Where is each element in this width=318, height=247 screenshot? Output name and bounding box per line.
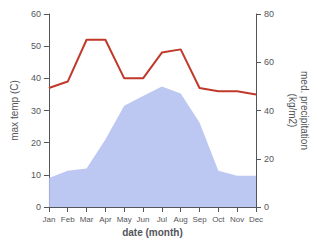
svg-text:Nov: Nov [230,215,244,224]
svg-text:Sep: Sep [192,215,207,224]
svg-text:50: 50 [31,41,41,51]
svg-text:Mar: Mar [80,215,94,224]
svg-text:Jan: Jan [42,215,55,224]
svg-text:(kg/m2): (kg/m2) [287,94,298,128]
svg-text:Oct: Oct [212,215,225,224]
svg-text:max temp (C): max temp (C) [9,80,20,141]
svg-text:10: 10 [31,170,41,180]
svg-text:60: 60 [31,9,41,19]
svg-text:30: 30 [31,106,41,116]
svg-text:20: 20 [31,138,41,148]
svg-text:Apr: Apr [99,215,112,224]
svg-text:Jul: Jul [157,215,167,224]
svg-text:Feb: Feb [61,215,75,224]
svg-text:May: May [117,215,132,224]
svg-text:80: 80 [264,9,274,19]
svg-text:med. precipitation: med. precipitation [299,71,310,150]
svg-text:0: 0 [36,202,41,212]
svg-text:Jun: Jun [137,215,150,224]
svg-text:60: 60 [264,57,274,67]
svg-text:20: 20 [264,154,274,164]
svg-text:40: 40 [31,73,41,83]
svg-text:Dec: Dec [249,215,263,224]
svg-text:Aug: Aug [174,215,188,224]
svg-text:40: 40 [264,106,274,116]
svg-text:date (month): date (month) [122,227,183,238]
svg-text:0: 0 [264,202,269,212]
